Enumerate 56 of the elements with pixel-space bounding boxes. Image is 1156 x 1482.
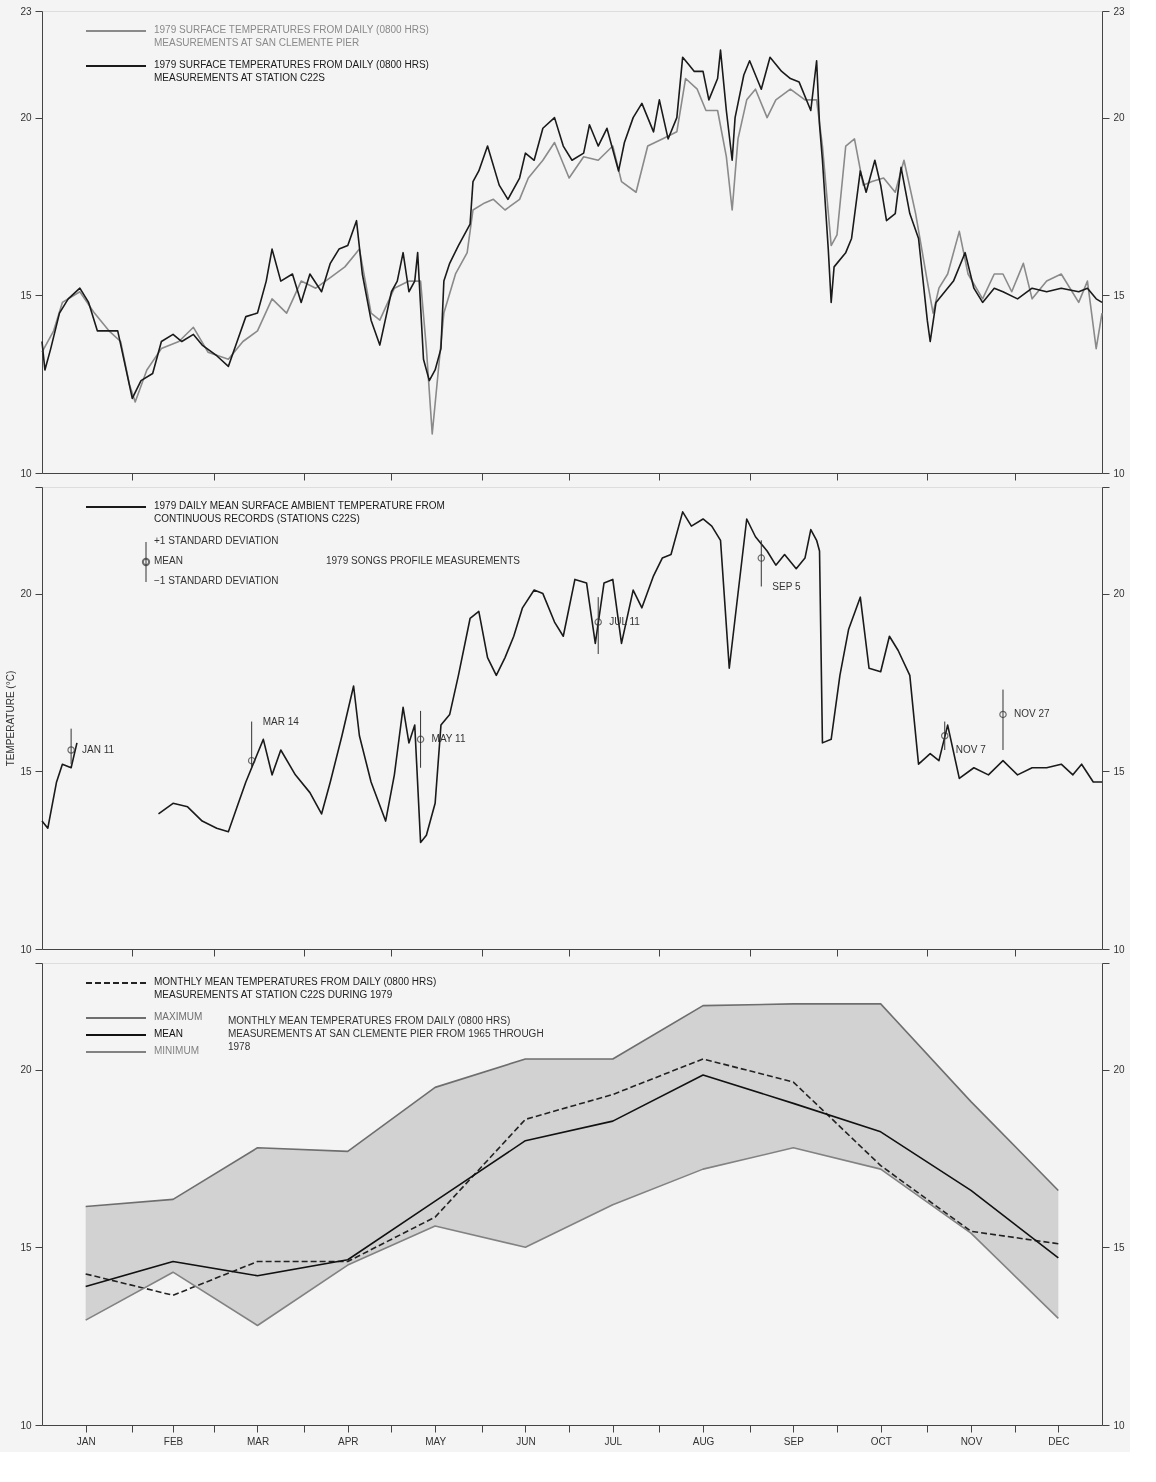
- x-tick-label: NOV: [960, 1435, 983, 1447]
- y-tick-label: 10: [20, 467, 32, 479]
- x-tick-label: FEB: [163, 1435, 184, 1447]
- x-tick-label: JAN: [76, 1435, 96, 1447]
- y2-tick-label: 23: [1113, 5, 1126, 17]
- y2-tick-label: 10: [1113, 1419, 1126, 1431]
- point: [757, 554, 766, 562]
- x-tick-label: DEC: [1048, 1435, 1070, 1447]
- point: [594, 618, 602, 626]
- annotation: MAR 14: [262, 715, 300, 727]
- y2-tick-label: 15: [1113, 765, 1126, 777]
- text: MEAN: [154, 1028, 183, 1039]
- text: MINIMUM: [154, 1045, 199, 1056]
- x-tick-label: APR: [337, 1435, 359, 1447]
- annotation: NOV 7: [955, 743, 987, 755]
- x-tick-label: MAY: [425, 1435, 447, 1447]
- x-tick-label: AUG: [692, 1435, 715, 1447]
- annotation: +1 STANDARD DEVIATION: [154, 535, 279, 546]
- point: [940, 732, 949, 740]
- annotation: SEP 5: [772, 580, 801, 592]
- y2-tick-label: 10: [1113, 467, 1126, 479]
- annotation: NOV 27: [1013, 708, 1050, 720]
- y-tick-label: 15: [20, 1241, 32, 1253]
- y2-tick-label: 20: [1113, 588, 1126, 600]
- x-tick-label: MAR: [246, 1435, 270, 1447]
- point: [416, 735, 425, 744]
- y-tick-label: 20: [20, 112, 32, 124]
- x-tick-label: SEP: [783, 1435, 805, 1447]
- y-tick-label: 10: [20, 1419, 32, 1431]
- legend-title: MONTHLY MEAN TEMPERATURES FROM DAILY (0800 HRS) MEASUREMENTS AT SAN CLEMENTE PIER FROM 1965 THROUGH 1978: [228, 1014, 544, 1052]
- legend-label: MEAN: [154, 555, 183, 566]
- text: MONTHLY MEAN TEMPERATURES FROM DAILY (0800 HRS) MEASUREMENTS AT STATION C22S DURING 1979: [154, 976, 437, 1000]
- y-tick-label: 23: [20, 5, 32, 17]
- y-axis-title: TEMPERATURE (°C): [5, 670, 17, 767]
- y-tick-label: 10: [20, 943, 32, 955]
- y2-tick-label: 15: [1113, 289, 1126, 301]
- y2-tick-label: 20: [1113, 1064, 1126, 1076]
- text: 1979 SURFACE TEMPERATURES FROM DAILY (0800 HRS) MEASUREMENTS AT STATION C22S: [154, 59, 429, 83]
- y2-tick-label: 15: [1113, 1241, 1126, 1253]
- x-tick-label: JUL: [604, 1435, 623, 1447]
- x-tick-label: JUN: [516, 1435, 536, 1447]
- text: 1979 SURFACE TEMPERATURES FROM DAILY (0800 HRS) MEASUREMENTS AT SAN CLEMENTE PIER: [154, 24, 429, 48]
- y-tick-label: 20: [20, 588, 32, 600]
- y2-tick-label: 20: [1113, 112, 1126, 124]
- y-tick-label: 15: [20, 289, 32, 301]
- text: MAXIMUM: [154, 1011, 203, 1022]
- annotation: JAN 11: [82, 743, 115, 755]
- y-tick-label: 15: [20, 765, 32, 777]
- point: [999, 710, 1007, 719]
- x-tick-label: OCT: [870, 1435, 892, 1447]
- text: 1979 DAILY MEAN SURFACE AMBIENT TEMPERATURE FROM CONTINUOUS RECORDS (STATIONS C22S): [154, 500, 445, 524]
- annotation: −1 STANDARD DEVIATION: [154, 575, 279, 586]
- point: [247, 756, 256, 765]
- y-tick-label: 20: [20, 1064, 32, 1076]
- y2-tick-label: 10: [1113, 943, 1126, 955]
- legend-title: 1979 SONGS PROFILE MEASUREMENTS: [326, 554, 521, 566]
